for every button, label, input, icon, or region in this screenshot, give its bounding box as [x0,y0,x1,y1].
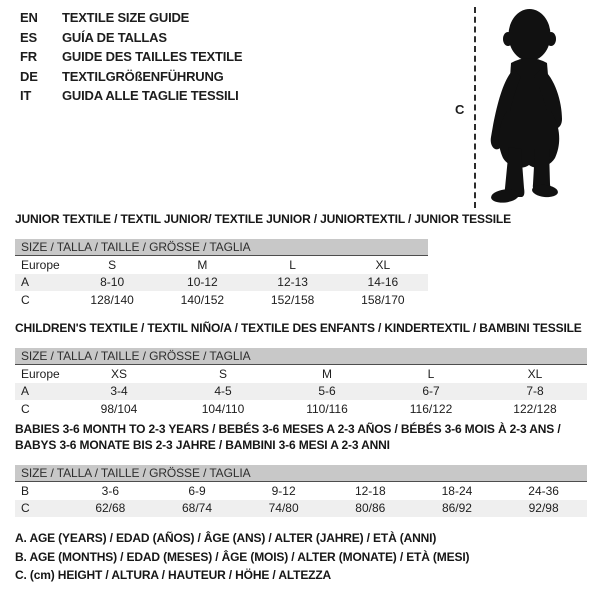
size-cell: 104/110 [201,401,245,416]
lang-code: FR [20,49,37,64]
row-label: C [21,401,30,416]
section-title: JUNIOR TEXTILE / TEXTIL JUNIOR/ TEXTILE … [15,212,511,226]
size-cell: 10-12 [187,275,218,290]
size-cell: 116/122 [409,401,453,416]
size-cell: 9-12 [271,483,296,498]
size-cell: 12-18 [354,483,386,498]
size-cell: 152/158 [270,292,315,307]
row-label: C [21,292,30,307]
size-cell: L [427,366,435,381]
size-cell: 86/92 [441,501,472,516]
size-cell: 98/104 [100,401,138,416]
lang-code: DE [20,68,38,84]
size-cell: 6-9 [188,483,206,498]
height-measure-label: C [455,102,465,117]
section-title: BABYS 3-6 MONATE BIS 2-3 JAHRE / BAMBINI… [15,438,390,452]
size-cell: 140/152 [180,292,225,307]
size-columns-row: Europe S M L XL [15,256,428,274]
size-table: B 3-6 6-9 9-12 12-18 18-24 24-36 C 62/68 68/74 74/… [15,482,587,517]
size-bar-header: SIZE / TALLA / TAILLE / GRÖSSE / TAGLIA [15,348,587,365]
lang-row-fr: FR GUIDE DES TAILLES TEXTILE [20,47,243,67]
size-cell: 18-24 [441,483,473,498]
size-cell: S [218,366,227,381]
size-cell: 68/74 [181,501,212,516]
size-cell: 110/116 [306,401,348,416]
row-label: A [21,275,30,290]
lang-code: IT [20,88,32,103]
language-title-list: EN TEXTILE SIZE GUIDE ES GUÍA DE TALLAS … [20,8,243,106]
note-height-cm: C. (cm) HEIGHT / ALTURA / HAUTEUR / HÖHE… [15,568,332,582]
lang-title: TEXTILGRÖßENFÜHRUNG [62,68,224,84]
baby-silhouette-image [490,9,562,203]
size-bar-header: SIZE / TALLA / TAILLE / GRÖSSE / TAGLIA [15,465,587,482]
size-cell: 12-13 [277,275,308,290]
lang-title: GUÍA DE TALLAS [62,29,167,45]
table-row: A 8-10 10-12 12-13 14-16 [15,273,428,291]
lang-row-en: EN TEXTILE SIZE GUIDE [20,8,242,28]
size-cell: 3-6 [101,483,119,498]
row-label: Europe [21,366,60,381]
lang-row-it: IT GUIDA ALLE TAGLIE TESSILI [20,86,242,106]
lang-code: ES [20,29,37,45]
note-age-months: B. AGE (MONTHS) / EDAD (MESES) / ÂGE (MO… [15,549,470,564]
section-title: CHILDREN'S TEXTILE / TEXTIL NIÑO/A / TEX… [15,321,582,335]
size-cell: 5-6 [318,384,336,399]
lang-title: TEXTILE SIZE GUIDE [62,10,190,25]
row-label: Europe [21,257,60,272]
size-cell: XS [110,366,127,381]
size-cell: XL [375,257,391,272]
row-label: C [21,501,30,516]
size-cell: M [197,257,208,272]
size-cell: 80/86 [355,501,386,516]
size-cell: 6-7 [422,384,440,399]
lang-code: EN [20,10,38,25]
size-cell: 74/80 [268,501,299,516]
size-cell: 8-10 [100,275,125,290]
size-bar-header: SIZE / TALLA / TAILLE / GRÖSSE / TAGLIA [15,239,428,256]
row-label: B [21,483,30,498]
size-cell: 92/98 [528,501,559,516]
section-title: BABIES 3-6 MONTH TO 2-3 YEARS / BEBÉS 3-… [15,422,561,436]
size-cell: 7-8 [526,384,544,399]
size-cell: 3-4 [110,384,128,399]
lang-title: GUIDA ALLE TAGLIE TESSILI [62,88,239,103]
size-cell: 128/140 [90,292,134,307]
size-cell: L [289,257,296,272]
size-cell: 122/128 [513,401,557,416]
table-row: A 3-4 4-5 5-6 6-7 7-8 [15,382,587,400]
measurement-notes: A. AGE (YEARS) / EDAD (AÑOS) / ÂGE (ANS)… [15,529,470,585]
size-cell: 158/170 [361,292,405,307]
table-row: B 3-6 6-9 9-12 12-18 18-24 24-36 [15,482,587,500]
size-cell: M [322,366,332,381]
size-section-3: BABIES 3-6 MONTH TO 2-3 YEARS / BEBÉS 3-… [15,421,587,517]
size-section-1: JUNIOR TEXTILE / TEXTIL JUNIOR/ TEXTILE … [15,211,511,309]
size-section-2: CHILDREN'S TEXTILE / TEXTIL NIÑO/A / TEX… [15,320,587,418]
lang-title: GUIDE DES TAILLES TEXTILE [62,49,243,64]
size-table: Europe XS S M L XL A 3-4 4-5 5-6 6-7 7-8 C 98/104 104/… [15,365,587,418]
height-measure-dashed-line [474,7,476,208]
size-cell: XL [527,366,543,381]
size-cell: 4-5 [214,384,232,399]
size-columns-row: Europe XS S M L XL [15,365,587,383]
size-cell: 14-16 [367,275,399,290]
lang-row-de: DE TEXTILGRÖßENFÜHRUNG [20,67,242,87]
size-cell: 62/68 [95,501,126,516]
table-row: C 128/140 140/152 152/158 158/170 [15,291,428,309]
row-label: A [21,384,30,399]
size-cell: S [108,257,117,272]
note-age-years: A. AGE (YEARS) / EDAD (AÑOS) / ÂGE (ANS)… [15,531,437,545]
table-row: C 98/104 104/110 110/116 116/122 122/128 [15,400,587,418]
table-row: C 62/68 68/74 74/80 80/86 86/92 92/98 [15,499,587,517]
lang-row-es: ES GUÍA DE TALLAS [20,28,242,48]
size-table: Europe S M L XL A 8-10 10-12 12-13 14-16 C 128/140 1… [15,256,428,309]
size-cell: 24-36 [528,483,559,498]
